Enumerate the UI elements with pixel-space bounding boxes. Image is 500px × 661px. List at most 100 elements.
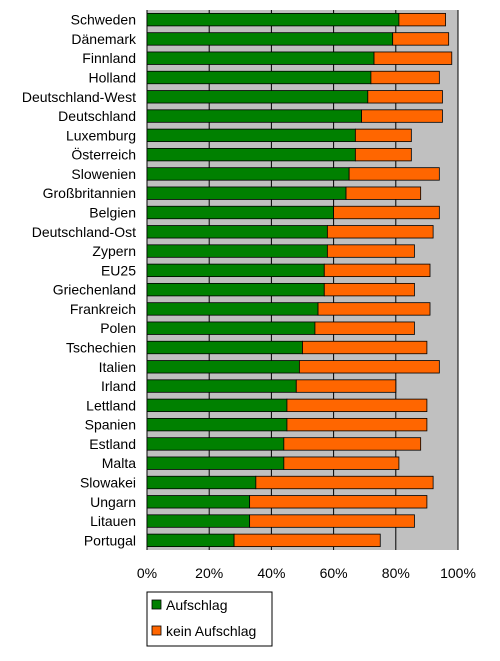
bar-aufschlag	[146, 360, 300, 374]
category-label: Ungarn	[90, 494, 136, 510]
category-label: Lettland	[86, 397, 136, 413]
bar-kein-aufschlag	[348, 167, 440, 181]
legend-label-aufschlag: Aufschlag	[166, 597, 227, 613]
bar-aufschlag	[146, 302, 319, 316]
category-label: Litauen	[90, 513, 136, 529]
legend-swatch-aufschlag	[151, 599, 162, 610]
bar-aufschlag	[146, 437, 285, 451]
bar-aufschlag	[146, 205, 335, 220]
bar-aufschlag	[146, 417, 288, 432]
bar-aufschlag	[146, 167, 350, 181]
category-label: Luxemburg	[66, 127, 136, 143]
x-tick-label: 20%	[195, 565, 223, 581]
bar-aufschlag	[146, 32, 394, 46]
category-label: Portugal	[84, 532, 136, 548]
bar-aufschlag	[146, 147, 356, 162]
bar-kein-aufschlag	[392, 32, 450, 46]
bar-kein-aufschlag	[283, 437, 422, 451]
bar-aufschlag	[146, 514, 251, 528]
bar-kein-aufschlag	[233, 533, 381, 548]
x-tick-label: 0%	[137, 565, 157, 581]
legend-box	[146, 591, 273, 647]
x-tick-label: 100%	[440, 565, 476, 581]
category-label: Zypern	[92, 243, 136, 259]
category-label: Slowenien	[71, 166, 136, 182]
bar-kein-aufschlag	[283, 456, 400, 470]
bar-aufschlag	[146, 186, 347, 200]
category-label: Dänemark	[71, 31, 137, 47]
category-label: Malta	[102, 455, 136, 471]
category-label: Belgien	[89, 205, 136, 221]
category-label: Deutschland	[58, 108, 136, 124]
bar-kein-aufschlag	[361, 109, 443, 123]
x-tick-label: 80%	[382, 565, 410, 581]
bar-kein-aufschlag	[326, 244, 415, 258]
bar-kein-aufschlag	[354, 147, 412, 162]
bar-kein-aufschlag	[255, 475, 434, 490]
category-label: Griechenland	[53, 282, 136, 298]
category-label: Finnland	[82, 50, 136, 66]
bar-aufschlag	[146, 263, 325, 278]
bar-aufschlag	[146, 321, 316, 335]
category-label: Estland	[89, 436, 136, 452]
category-label: Tschechien	[66, 340, 136, 356]
bar-kein-aufschlag	[333, 205, 440, 220]
bar-kein-aufschlag	[398, 12, 446, 27]
bar-kein-aufschlag	[326, 225, 434, 239]
bar-kein-aufschlag	[249, 495, 428, 509]
bar-aufschlag	[146, 128, 356, 143]
bar-kein-aufschlag	[370, 70, 440, 85]
bar-aufschlag	[146, 475, 257, 490]
bar-kein-aufschlag	[367, 90, 443, 104]
bar-kein-aufschlag	[317, 302, 431, 316]
bar-kein-aufschlag	[286, 398, 428, 413]
category-label: Polen	[100, 320, 136, 336]
bar-kein-aufschlag	[354, 128, 412, 143]
bar-kein-aufschlag	[345, 186, 422, 200]
category-label: Großbritannien	[43, 185, 136, 201]
bar-kein-aufschlag	[249, 514, 415, 528]
bar-aufschlag	[146, 379, 297, 393]
category-label: EU25	[101, 262, 136, 278]
bar-aufschlag	[146, 456, 285, 470]
category-label: Irland	[101, 378, 136, 394]
bar-aufschlag	[146, 225, 328, 239]
legend-label-kein-aufschlag: kein Aufschlag	[166, 623, 256, 639]
category-label: Slowakei	[80, 475, 136, 491]
category-label: Italien	[99, 359, 136, 375]
legend: Aufschlag kein Aufschlag	[146, 591, 273, 647]
category-labels: Schweden Dänemark Finnland Holland Deutschla…	[22, 12, 137, 549]
category-label: Frankreich	[70, 301, 136, 317]
bar-kein-aufschlag	[302, 340, 428, 355]
bar-aufschlag	[146, 533, 235, 548]
bar-kein-aufschlag	[298, 360, 440, 374]
bar-kein-aufschlag	[323, 263, 431, 278]
bar-aufschlag	[146, 495, 251, 509]
category-label: Holland	[89, 70, 136, 86]
bar-aufschlag	[146, 244, 328, 258]
bar-kein-aufschlag	[373, 51, 453, 65]
x-tick-label: 40%	[257, 565, 285, 581]
bar-kein-aufschlag	[286, 417, 428, 432]
bar-aufschlag	[146, 340, 303, 355]
bar-aufschlag	[146, 109, 362, 123]
category-label: Deutschland-Ost	[32, 224, 136, 240]
category-label: Österreich	[71, 146, 136, 163]
category-label: Schweden	[71, 12, 136, 28]
bar-aufschlag	[146, 398, 288, 413]
bar-kein-aufschlag	[314, 321, 415, 335]
bar-aufschlag	[146, 282, 325, 297]
bar-kein-aufschlag	[323, 282, 415, 297]
category-label: Spanien	[85, 417, 136, 433]
bar-aufschlag	[146, 70, 372, 85]
bar-aufschlag	[146, 90, 369, 104]
bar-aufschlag	[146, 12, 400, 27]
x-tick-label: 60%	[320, 565, 348, 581]
bars	[146, 12, 453, 548]
category-label: Deutschland-West	[22, 89, 136, 105]
bar-aufschlag	[146, 51, 375, 65]
x-axis: 0% 20% 40% 60% 80% 100%	[137, 565, 476, 581]
legend-swatch-kein-aufschlag	[151, 625, 162, 636]
bar-kein-aufschlag	[295, 379, 397, 393]
